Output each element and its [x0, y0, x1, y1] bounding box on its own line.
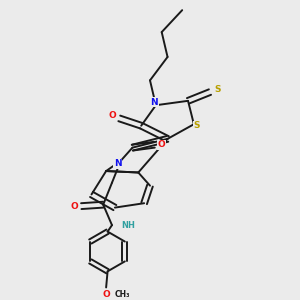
Text: O: O [102, 290, 110, 299]
Text: N: N [114, 159, 122, 168]
Text: S: S [194, 121, 200, 130]
Text: CH₃: CH₃ [115, 290, 130, 299]
Text: O: O [158, 140, 166, 149]
Text: O: O [108, 111, 116, 120]
Text: NH: NH [121, 220, 135, 230]
Text: S: S [214, 85, 220, 94]
Text: N: N [151, 98, 158, 107]
Text: O: O [70, 202, 78, 211]
